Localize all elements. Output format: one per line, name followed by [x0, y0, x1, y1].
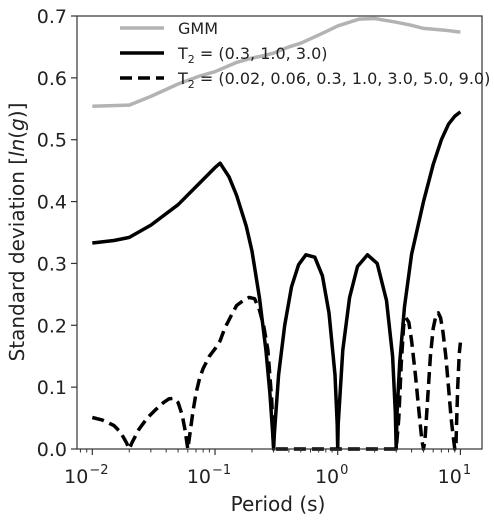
legend-label-t2-3: T2 = (0.3, 1.0, 3.0) — [177, 44, 328, 66]
y-axis-label: Standard deviation [ln(g)] — [5, 103, 29, 362]
y-tick-label: 0.0 — [37, 439, 67, 461]
x-tick-exponent: 1 — [463, 463, 471, 478]
y-tick-label: 0.1 — [37, 377, 67, 399]
legend-label-gmm: GMM — [178, 19, 218, 38]
plot-frame — [76, 15, 483, 450]
y-tick-label: 0.4 — [37, 192, 67, 214]
series-line-0 — [92, 16, 461, 109]
x-tick-exponent: −1 — [212, 463, 231, 478]
legend: GMM T2 = (0.3, 1.0, 3.0) T2 = (0.02, 0.0… — [120, 19, 490, 91]
x-tick-exponent: 0 — [340, 463, 348, 478]
axes-layer: 0.00.10.20.30.40.50.60.710−2 10−1 100 101 — [37, 6, 483, 488]
legend-label-t2-7: T2 = (0.02, 0.06, 0.3, 1.0, 3.0, 5.0, 9.… — [177, 69, 490, 91]
y-tick-label: 0.5 — [37, 130, 67, 152]
x-tick-exponent: −2 — [89, 463, 108, 478]
y-tick-label: 0.3 — [37, 253, 67, 275]
y-tick-label: 0.2 — [37, 315, 67, 337]
y-tick-label: 0.7 — [37, 6, 67, 28]
y-tick-label: 0.6 — [37, 68, 67, 90]
x-axis-label: Period (s) — [231, 492, 326, 516]
